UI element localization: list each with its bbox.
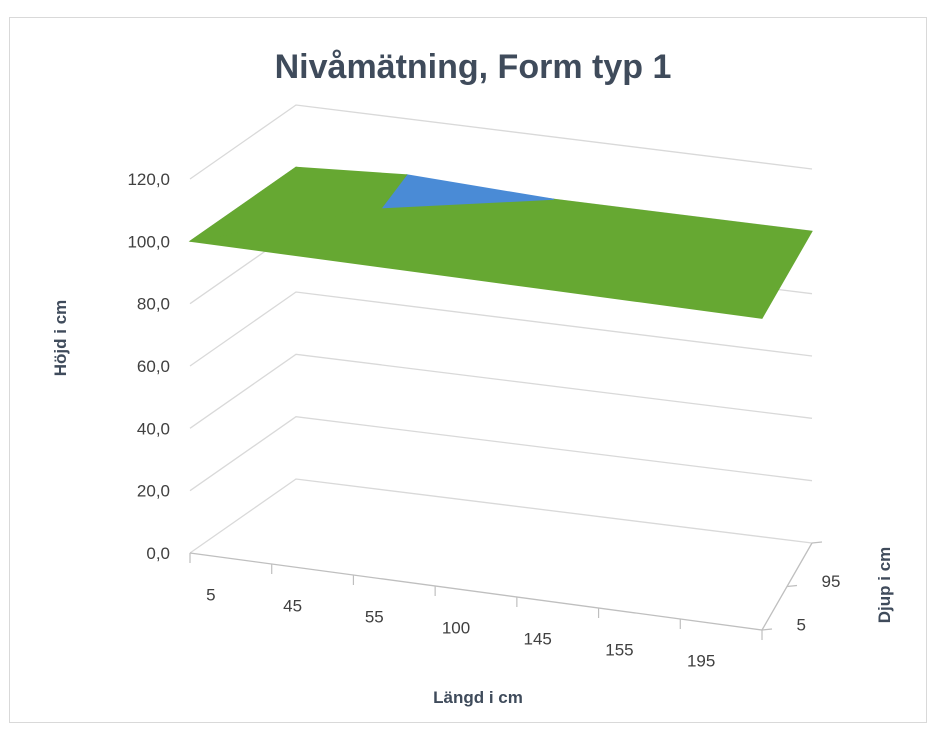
y-tick-label: 20,0 (137, 482, 170, 501)
gridline (189, 416, 813, 492)
gridline (189, 353, 813, 429)
gridline (189, 291, 813, 367)
y-tick-label: 40,0 (137, 419, 170, 438)
y-axis-label: Höjd i cm (51, 300, 70, 377)
depth-tick-mark (811, 541, 823, 544)
depth-tick-label: 95 (822, 572, 841, 591)
gridline (189, 478, 813, 554)
y-tick-label: 120,0 (127, 170, 170, 189)
y-tick-label: 100,0 (127, 232, 170, 251)
depth-axis-label: Djup i cm (875, 547, 894, 624)
y-tick-label: 0,0 (146, 544, 170, 563)
x-tick-label: 195 (687, 652, 715, 671)
y-tick-label: 80,0 (137, 295, 170, 314)
x-axis-label: Längd i cm (433, 688, 523, 707)
x-tick-label: 145 (524, 630, 552, 649)
x-tick-label: 5 (206, 586, 215, 605)
x-tick-label: 155 (605, 641, 633, 660)
depth-tick-label: 5 (797, 615, 806, 634)
x-tick-label: 100 (442, 619, 470, 638)
depth-tick-mark (761, 628, 773, 631)
floor-edge (189, 542, 813, 631)
y-tick-label: 60,0 (137, 357, 170, 376)
gridline (189, 104, 813, 180)
x-tick-label: 55 (365, 608, 384, 627)
depth-tick-mark (786, 584, 798, 588)
chart-title: Nivåmätning, Form typ 1 (275, 48, 672, 86)
x-tick-label: 45 (283, 597, 302, 616)
surface-fold (189, 166, 408, 242)
chart-frame (9, 17, 927, 723)
